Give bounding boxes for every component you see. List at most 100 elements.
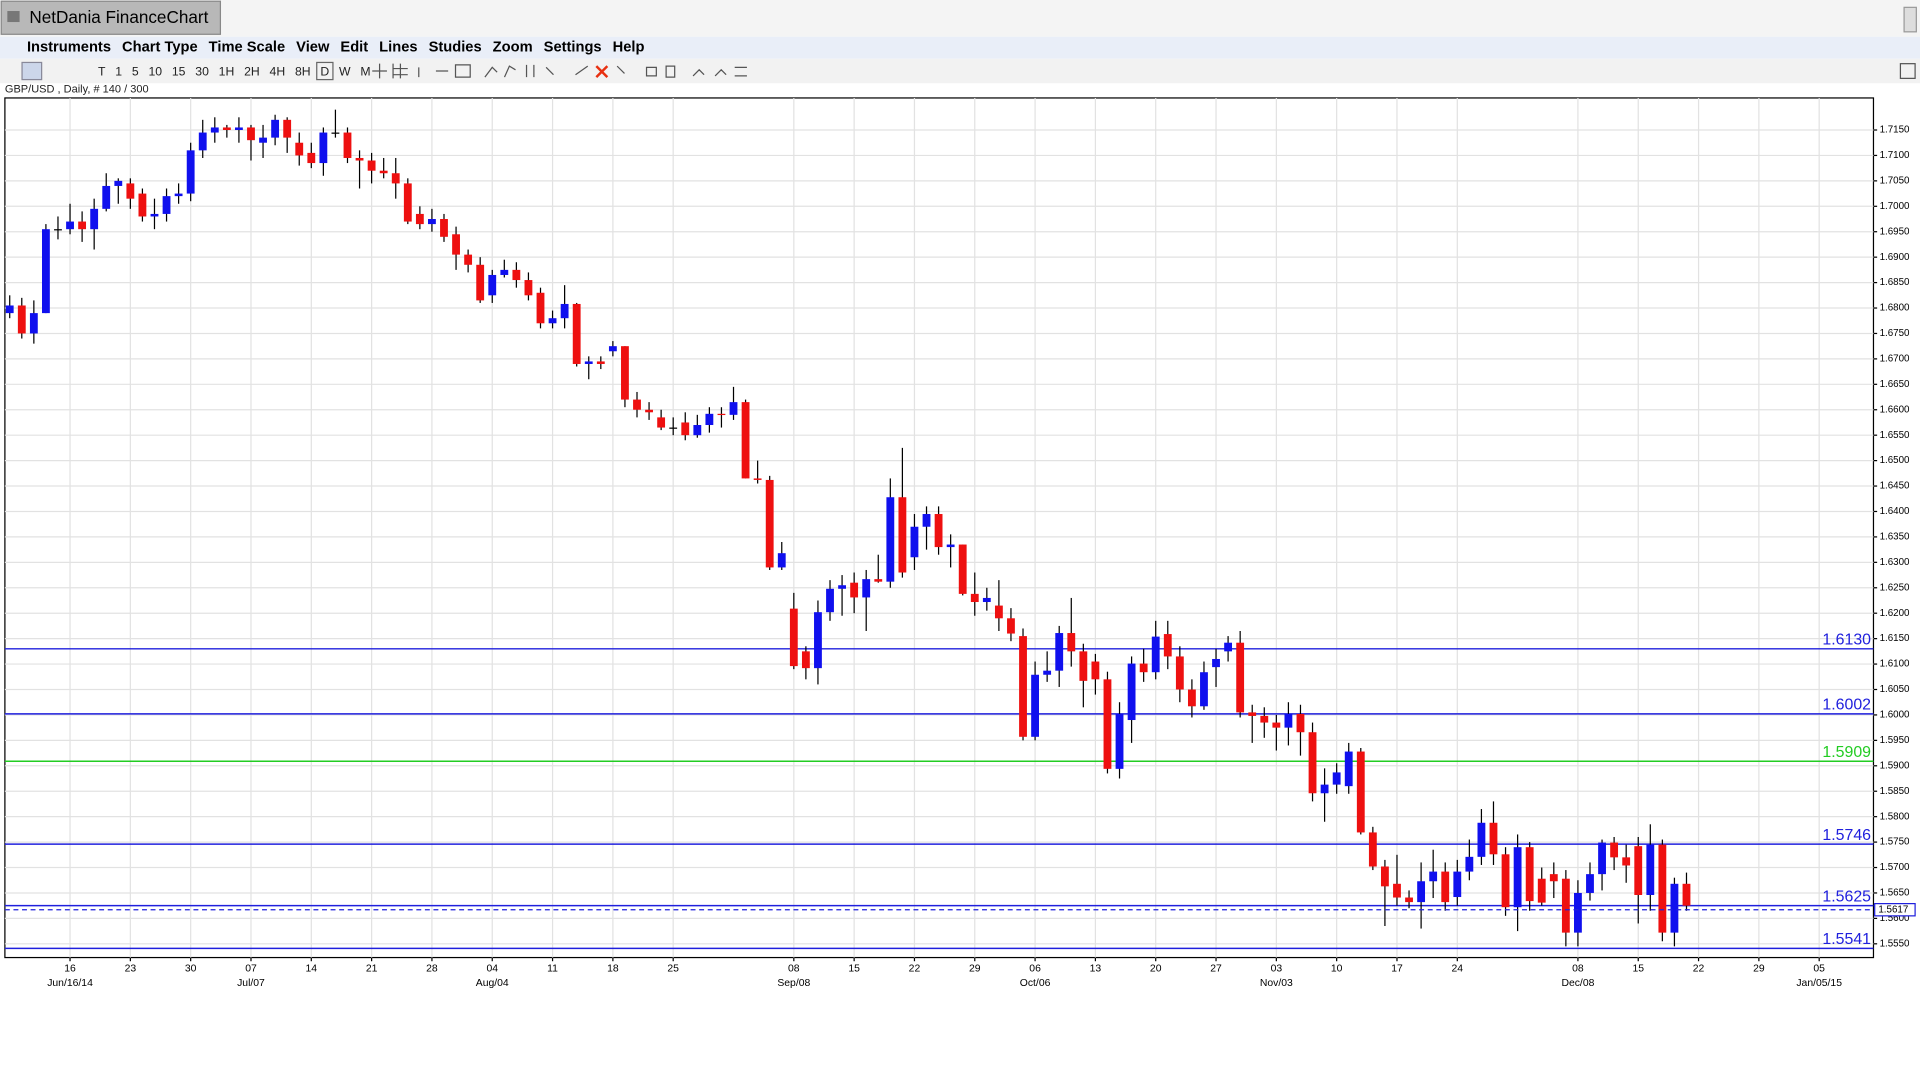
instrument-label: GBP/USD , Daily, # 140 / 300 xyxy=(5,83,149,95)
menu-item[interactable]: Zoom xyxy=(493,40,533,56)
window-control[interactable] xyxy=(1903,6,1917,33)
plot-area: 1.5550 1.5600 1.5650 1.5700 1.5750 1.5800 1.58… xyxy=(4,97,1916,989)
y-tick-label: 1.6600 xyxy=(1880,404,1910,415)
x-tick-label: 29 xyxy=(1753,963,1765,974)
candle-body xyxy=(138,193,147,217)
y-tick-label: 1.6900 xyxy=(1880,252,1910,263)
y-tick-label: 1.7000 xyxy=(1880,201,1910,212)
candle-body xyxy=(608,346,617,352)
y-tick-label: 1.5550 xyxy=(1880,938,1910,949)
candle-body xyxy=(765,479,774,568)
tool-button[interactable] xyxy=(21,61,43,81)
title-tab xyxy=(0,0,222,35)
candle-body xyxy=(1380,866,1389,887)
candle-body xyxy=(78,221,87,230)
candle-body xyxy=(102,185,111,209)
candle-body xyxy=(114,180,123,186)
candle-body xyxy=(1272,722,1281,728)
menu-item[interactable]: Settings xyxy=(544,40,602,56)
candle-body xyxy=(440,219,448,237)
timescale-button[interactable]: T xyxy=(98,64,106,78)
x-tick-label: 22 xyxy=(909,963,921,974)
timescale-button[interactable]: M xyxy=(360,64,370,78)
x-tick-label: 07 xyxy=(245,963,257,974)
candle-body xyxy=(1670,883,1679,933)
y-tick-label: 1.6950 xyxy=(1880,226,1910,237)
candle-body xyxy=(488,274,497,296)
candle-body xyxy=(838,585,846,589)
timescale-button[interactable]: W xyxy=(339,64,351,78)
toolbar xyxy=(0,58,1920,84)
candle-body xyxy=(1127,663,1136,721)
y-tick-label: 1.6400 xyxy=(1880,506,1910,517)
candle-body xyxy=(1574,892,1582,933)
timescale-button[interactable]: 10 xyxy=(148,64,162,78)
candle-body xyxy=(1682,883,1691,906)
timescale-button[interactable]: 1 xyxy=(115,64,122,78)
y-tick-label: 1.5700 xyxy=(1880,862,1910,873)
candle-body xyxy=(1308,732,1317,794)
candle-body xyxy=(1405,897,1413,903)
timescale-button[interactable]: 5 xyxy=(132,64,139,78)
y-tick-label: 1.6300 xyxy=(1880,557,1910,568)
candle-body xyxy=(1007,618,1015,634)
x-tick-label: 08 xyxy=(1572,963,1584,974)
menu-item[interactable]: Instruments xyxy=(27,40,111,56)
x-tick-label: 17 xyxy=(1391,963,1403,974)
candle-body xyxy=(403,183,412,222)
menu-item[interactable]: Lines xyxy=(379,40,417,56)
x-tick-label: 15 xyxy=(848,963,860,974)
candle-body xyxy=(548,318,557,324)
candle-body xyxy=(1224,642,1233,652)
x-tick-label: 15 xyxy=(1632,963,1644,974)
timescale-button[interactable]: 4H xyxy=(270,64,286,78)
x-tick-label: 21 xyxy=(366,963,378,974)
y-tick-label: 1.5750 xyxy=(1880,837,1910,848)
candle-body xyxy=(862,579,871,598)
timescale-button[interactable]: 1H xyxy=(219,64,235,78)
app-icon xyxy=(7,11,20,23)
menu-item[interactable]: Edit xyxy=(340,40,368,56)
timescale-button[interactable]: 15 xyxy=(172,64,186,78)
timescale-button[interactable]: 30 xyxy=(195,64,209,78)
candle-body xyxy=(464,254,473,265)
y-tick-label: 1.7050 xyxy=(1880,175,1910,186)
candle-body xyxy=(512,269,521,281)
menu-item[interactable]: Studies xyxy=(429,40,482,56)
x-tick-label: 13 xyxy=(1090,963,1102,974)
menu-item[interactable]: Help xyxy=(613,40,645,56)
candle-body xyxy=(283,119,292,138)
candle-body xyxy=(621,346,629,400)
candle-body xyxy=(162,196,171,214)
timescale-button[interactable]: D xyxy=(320,64,329,78)
current-price-box xyxy=(1874,903,1916,917)
candle-body xyxy=(126,183,135,199)
x-tick-label: 22 xyxy=(1693,963,1705,974)
menu-item[interactable]: Time Scale xyxy=(209,40,285,56)
toolbar-items: T 1 5 10 15 30 1H 2H 4H 8H D W M xyxy=(21,61,371,81)
x-tick-label: 04 xyxy=(486,963,498,974)
menu-item[interactable]: Chart Type xyxy=(122,40,198,56)
candle-body xyxy=(693,425,702,436)
y-tick-label: 1.6200 xyxy=(1880,608,1910,619)
candle-body xyxy=(560,303,569,319)
candle-body xyxy=(41,229,50,314)
candle-body xyxy=(886,497,895,582)
candle-body xyxy=(391,173,400,184)
candle-body xyxy=(1067,633,1076,652)
candle-body xyxy=(476,264,485,301)
x-tick-sublabel: Nov/03 xyxy=(1260,978,1293,989)
timescale-button[interactable]: 8H xyxy=(295,64,311,78)
candle-body xyxy=(186,150,195,194)
candle-body xyxy=(235,127,243,131)
x-tick-label: 18 xyxy=(607,963,619,974)
candle-body xyxy=(1465,856,1474,872)
candle-body xyxy=(1525,847,1534,902)
menu-item[interactable]: View xyxy=(296,40,330,56)
x-tick-label: 06 xyxy=(1029,963,1041,974)
y-tick-label: 1.5600 xyxy=(1880,913,1910,924)
timescale-button[interactable]: 2H xyxy=(244,64,260,78)
x-tick-label: 28 xyxy=(426,963,438,974)
candle-body xyxy=(343,132,352,158)
candle-body xyxy=(1187,689,1196,707)
